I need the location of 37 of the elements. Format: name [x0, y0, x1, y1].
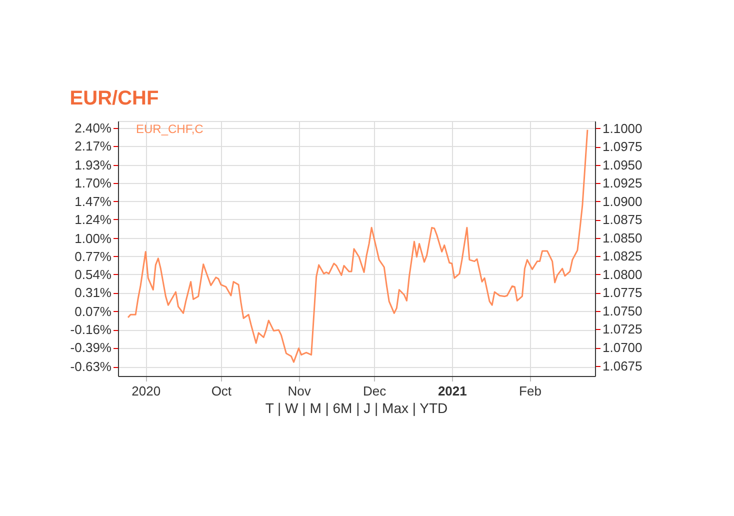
y-tick-label: -0.63%	[70, 359, 112, 374]
text: T | W | M | 6M | J | Max | YTD	[265, 400, 448, 416]
y-tick-label: 1.24%	[74, 212, 112, 227]
y-tick-label: -0.39%	[70, 340, 112, 356]
y-tick-label: 2.40%	[74, 120, 112, 136]
x-tick-label: 2021	[438, 384, 467, 398]
y2-tick-label: 1.0900	[602, 194, 642, 209]
y-tick-label: 0.31%	[74, 285, 112, 300]
y-tick-label: 1.93%	[74, 158, 112, 173]
y-tick-label: 1.70%	[74, 176, 112, 191]
y-tick-label: -0.16%	[70, 322, 112, 338]
x-tick-label: Nov	[288, 384, 312, 398]
x-tick-label: Oct	[211, 384, 232, 398]
y2-tick-label: 1.1000	[602, 120, 642, 136]
y-tick-label: 2.17%	[74, 138, 112, 154]
y-tick-label: 1.47%	[74, 194, 112, 209]
y2-tick-label: 1.0700	[602, 340, 642, 356]
x-tick-label: 2020	[132, 384, 161, 398]
y-tick-label: 0.77%	[74, 248, 112, 264]
y-tick-label: 1.00%	[74, 230, 112, 246]
x-tick-label: Feb	[519, 384, 542, 398]
chart-title: EUR/CHF	[70, 87, 159, 110]
x-tick-label: Dec	[363, 384, 387, 398]
y2-tick-label: 1.0975	[602, 139, 642, 154]
y-tick-label: 0.07%	[74, 304, 112, 319]
y-tick-label: 0.54%	[74, 266, 112, 282]
y2-tick-label: 1.0925	[602, 176, 642, 191]
y2-tick-label: 1.0675	[602, 358, 642, 374]
y2-tick-label: 1.0775	[602, 285, 642, 300]
y2-tick-label: 1.0725	[602, 322, 642, 337]
text: EUR_CHF,C	[136, 122, 204, 136]
y2-tick-label: 1.0850	[602, 230, 642, 246]
y2-tick-label: 1.0825	[602, 248, 642, 264]
y2-tick-label: 1.0800	[602, 266, 642, 282]
y2-tick-label: 1.0875	[602, 212, 642, 228]
y2-tick-label: 1.0950	[602, 157, 642, 172]
y2-tick-label: 1.0750	[602, 303, 642, 318]
